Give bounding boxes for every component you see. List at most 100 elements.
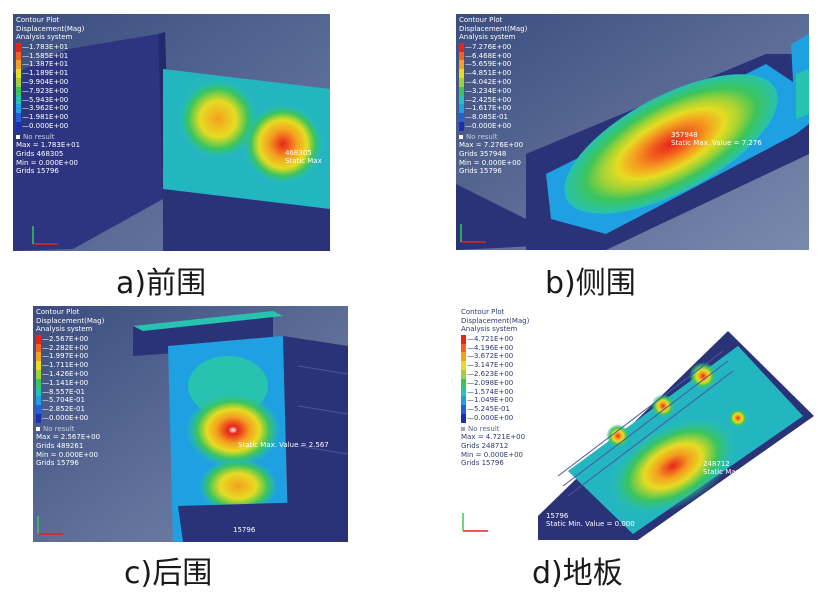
legend-value: —5.704E-01 xyxy=(42,396,85,405)
legend-swatch xyxy=(459,60,464,70)
legend-value: —3.962E+00 xyxy=(22,104,69,113)
legend-value: —7.276E+00 xyxy=(465,42,512,51)
legend-value: —2.282E+00 xyxy=(42,343,89,352)
min-annotation: 15796 Static Min. Value = 0.000 xyxy=(546,512,635,528)
no-result-entry: No result xyxy=(36,425,104,434)
max-value: Max = 4.721E+00 xyxy=(461,433,526,442)
legend-value: —3.672E+00 xyxy=(467,352,514,361)
legend-row: —1.189E+01 xyxy=(16,69,84,78)
peak-annotation: 468305 Static Max xyxy=(285,149,322,165)
legend-swatch xyxy=(36,413,41,423)
legend-row: —2.282E+00 xyxy=(36,343,104,353)
coordinate-system: Analysis system xyxy=(36,325,93,334)
no-result-label: No result xyxy=(43,424,75,433)
legend-swatch xyxy=(16,69,21,78)
legend-row: —8.085E-01 xyxy=(459,113,527,122)
peak-grid-id: 468305 xyxy=(285,149,312,157)
legend-value: —6.468E+00 xyxy=(465,51,512,60)
legend-value: —1.141E+00 xyxy=(42,378,89,387)
peak-annotation: 357948 Static Max. Value = 7.276 xyxy=(671,131,762,147)
legend-swatch xyxy=(459,86,464,96)
legend-swatch xyxy=(16,86,21,96)
legend-swatch xyxy=(461,413,466,423)
peak-label: Static Max. Value = 4.721 xyxy=(703,468,794,476)
legend-row: —2.852E-01 xyxy=(36,405,104,414)
panel-a: Contour Plot Displacement(Mag) Analysis … xyxy=(13,14,330,251)
legend-value: —3.147E+00 xyxy=(467,361,514,370)
min-grids: Grids 15796 xyxy=(36,459,79,468)
legend-row: —3.147E+00 xyxy=(461,361,529,370)
legend-swatch xyxy=(36,343,41,353)
panel-d: Contour Plot Displacement(Mag) Analysis … xyxy=(458,306,814,540)
peak-grid-id: 15796 xyxy=(233,526,256,534)
result-type: Displacement(Mag) xyxy=(36,316,105,325)
peak-label: Static Max. Value = 7.276 xyxy=(671,139,762,147)
min-value: Min = 0.000E+00 xyxy=(459,158,521,167)
legend-value: —8.557E-01 xyxy=(42,387,85,396)
peak-grid-id: 357948 xyxy=(671,131,698,139)
legend-row: —2.425E+00 xyxy=(459,95,527,105)
min-value: Min = 0.000E+00 xyxy=(461,450,523,459)
max-value: Max = 2.567E+00 xyxy=(36,433,101,442)
legend-value: —8.085E-01 xyxy=(465,113,508,122)
legend-value: —3.234E+00 xyxy=(465,86,512,95)
legend-value: —4.196E+00 xyxy=(467,343,514,352)
no-result-label: No result xyxy=(23,132,55,141)
color-scale: —1.783E+01 —1.585E+01 —1.387E+01 —1.189E+01… xyxy=(16,42,84,131)
max-grids: Grids 468305 xyxy=(16,149,64,158)
legend-row: —2.567E+00 xyxy=(36,334,104,344)
legend-value: —1.711E+00 xyxy=(42,361,89,370)
legend-row: —4.042E+00 xyxy=(459,77,527,87)
legend-swatch xyxy=(461,396,466,406)
legend-swatch xyxy=(16,77,21,87)
legend-value: —1.783E+01 xyxy=(22,42,69,51)
legend-row: —1.997E+00 xyxy=(36,352,104,362)
legend-row: —1.617E+00 xyxy=(459,104,527,114)
legend-swatch xyxy=(16,51,21,61)
color-scale: —4.721E+00 —4.196E+00 —3.672E+00 —3.147E+00… xyxy=(461,334,529,423)
legend-swatch xyxy=(459,104,464,114)
color-scale: —7.276E+00 —6.468E+00 —5.659E+00 —4.851E+00… xyxy=(459,42,527,131)
legend-swatch xyxy=(459,121,464,131)
legend-value: —2.425E+00 xyxy=(465,95,512,104)
no-result-entry: No result xyxy=(459,133,527,142)
panel-d-legend: Contour Plot Displacement(Mag) Analysis … xyxy=(461,308,529,468)
legend-value: —5.245E-01 xyxy=(467,405,510,414)
legend-swatch xyxy=(16,113,21,122)
legend-row: —4.196E+00 xyxy=(461,343,529,353)
panel-c: Contour Plot Displacement(Mag) Analysis … xyxy=(33,306,348,542)
caption-b: b)侧围 xyxy=(545,266,636,301)
legend-value: —1.426E+00 xyxy=(42,369,89,378)
legend-value: —4.042E+00 xyxy=(465,77,512,86)
min-grids: Grids 15796 xyxy=(461,459,504,468)
legend-row: —1.049E+00 xyxy=(461,396,529,406)
color-scale: —2.567E+00 —2.282E+00 —1.997E+00 —1.711E+00… xyxy=(36,334,104,423)
coordinate-system: Analysis system xyxy=(461,325,518,334)
coordinate-system: Analysis system xyxy=(459,33,516,42)
legend-row: —4.851E+00 xyxy=(459,69,527,78)
legend-value: —1.997E+00 xyxy=(42,352,89,361)
legend-swatch xyxy=(36,378,41,388)
legend-row: —2.098E+00 xyxy=(461,378,529,388)
legend-value: —1.189E+01 xyxy=(22,69,69,78)
legend-swatch xyxy=(459,95,464,105)
legend-row: —1.141E+00 xyxy=(36,378,104,388)
legend-swatch xyxy=(459,113,464,122)
legend-row: —1.711E+00 xyxy=(36,361,104,370)
legend-swatch xyxy=(36,334,41,344)
legend-swatch xyxy=(16,95,21,105)
no-result-swatch xyxy=(16,134,20,139)
legend-row: —1.981E+00 xyxy=(16,113,84,122)
legend-value: —1.617E+00 xyxy=(465,104,512,113)
legend-row: —1.426E+00 xyxy=(36,369,104,379)
legend-swatch xyxy=(36,361,41,370)
no-result-swatch xyxy=(36,426,40,431)
legend-swatch xyxy=(461,369,466,379)
legend-value: —1.049E+00 xyxy=(467,396,514,405)
plot-title: Contour Plot xyxy=(459,16,503,24)
panel-d-render xyxy=(458,306,814,540)
legend-row: —1.783E+01 xyxy=(16,42,84,52)
legend-swatch xyxy=(36,369,41,379)
panel-b: Contour Plot Displacement(Mag) Analysis … xyxy=(456,14,809,250)
legend-row: —2.623E+00 xyxy=(461,369,529,379)
